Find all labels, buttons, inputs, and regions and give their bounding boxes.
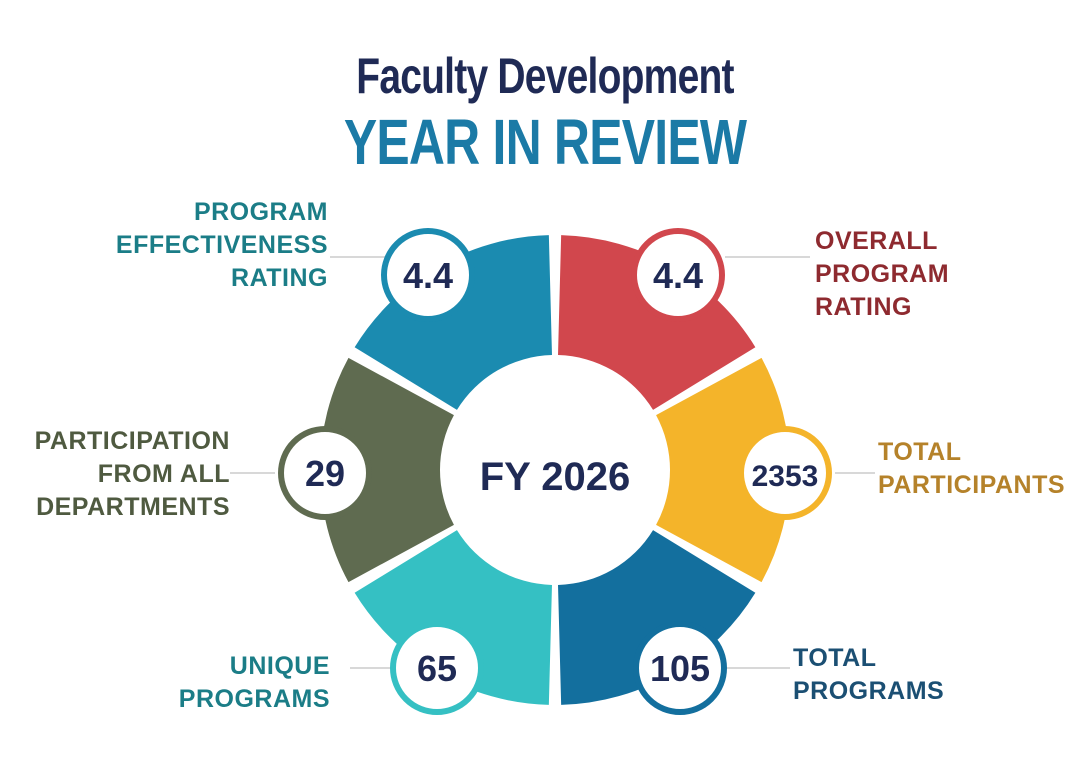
bubble-ring (631, 228, 725, 322)
metric-value: 105 (650, 648, 710, 689)
bubble-ring (738, 426, 832, 520)
bubble-ring (278, 426, 372, 520)
bubble-ring (633, 621, 727, 715)
bubble-ring (381, 228, 475, 322)
label-line: PARTICIPATION (34, 427, 230, 455)
label-line: TOTAL (878, 438, 962, 466)
label-line: UNIQUE (229, 652, 330, 680)
bubble-participation-from-all-departments: 29 (278, 426, 372, 520)
label-line: PROGRAM (815, 260, 950, 288)
bubble-program-effectiveness-rating: 4.4 (381, 228, 475, 322)
label-total-programs: TOTAL PROGRAMS (793, 642, 944, 708)
bubble-ring (390, 621, 484, 715)
label-program-effectiveness-rating: PROGRAM EFFECTIVENESS RATING (100, 196, 328, 295)
segment-program-effectiveness-rating (354, 235, 552, 410)
label-line: PROGRAMS (178, 685, 330, 713)
label-line: RATING (231, 264, 328, 292)
bubble-overall-program-rating: 4.4 (631, 228, 725, 322)
label-line: PARTICIPANTS (878, 471, 1066, 499)
title-line-2: YEAR IN REVIEW (343, 106, 747, 178)
label-line: OVERALL (815, 227, 938, 255)
label-line: RATING (815, 293, 912, 321)
label-total-participants: TOTAL PARTICIPANTS (878, 436, 1065, 502)
bubble-unique-programs: 65 (390, 621, 484, 715)
segment-total-participants (656, 357, 790, 583)
metric-value: 2353 (752, 460, 819, 493)
metric-value: 4.4 (653, 255, 703, 296)
label-line: TOTAL (793, 644, 877, 672)
label-overall-program-rating: OVERALL PROGRAM RATING (815, 225, 949, 324)
label-line: PROGRAM (193, 198, 328, 226)
label-unique-programs: UNIQUE PROGRAMS (80, 650, 330, 716)
label-line: PROGRAMS (793, 677, 945, 705)
metric-value: 65 (417, 648, 457, 689)
segment-unique-programs (354, 530, 552, 705)
bubble-total-programs: 105 (633, 621, 727, 715)
bubble-total-participants: 2353 (738, 426, 832, 520)
center-fy-label: FY 2026 (480, 455, 631, 499)
title-line-1: Faculty Development (356, 48, 734, 104)
segment-participation-from-all-departments (319, 357, 454, 583)
label-line: DEPARTMENTS (36, 493, 230, 521)
segment-overall-program-rating (558, 235, 756, 410)
label-line: FROM ALL (97, 460, 230, 488)
label-line: EFFECTIVENESS (115, 231, 328, 259)
label-participation-from-all-departments: PARTICIPATION FROM ALL DEPARTMENTS (20, 425, 230, 524)
segment-total-programs (558, 530, 756, 705)
metric-value: 4.4 (403, 255, 453, 296)
metric-value: 29 (305, 453, 345, 494)
